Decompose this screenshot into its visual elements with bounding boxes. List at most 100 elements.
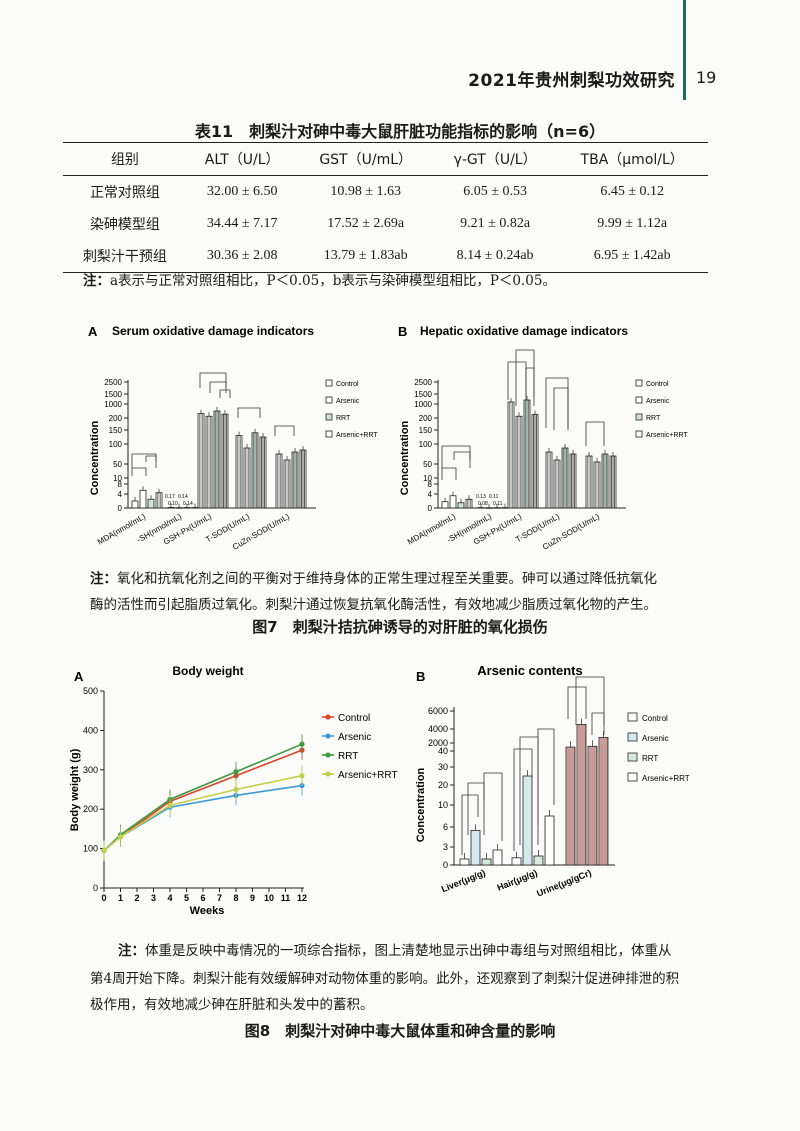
legend-swatch [627,752,638,762]
bar [511,857,522,866]
legend-swatch [325,430,333,438]
panel-letter: A [74,669,84,684]
running-header-title: 2021年贵州刺梨功效研究 [468,71,675,91]
bar [139,489,147,509]
legend-label: RRT [338,751,358,762]
bar [183,507,191,509]
figure7-caption: 图7 刺梨汁拮抗砷诱导的对肝脏的氧化损伤 [252,618,548,636]
y-tick-label: 6000 [428,706,448,716]
panel-letter: B [398,324,407,339]
bar [533,855,544,866]
y-tick-label: 0 [93,883,98,893]
legend-label: Arsenic [646,398,670,405]
data-label: 0.17 [165,494,175,500]
table-note: 注：a表示与正常对照组相比，P＜0.05，b表示与染砷模型组相比，P＜0.05。 [83,273,556,289]
x-tick-label: 3 [151,893,156,903]
table-header-cell: TBA（μmol/L） [556,142,708,176]
table-cell: 正常对照组 [89,185,160,201]
bar [493,507,501,509]
table-header-cell: γ-GT（U/L） [433,142,557,176]
table-row: 刺梨汁干预组 30.36 ± 2.08 13.79 ± 1.83ab 8.14 … [63,240,708,273]
figure7-panel-b: B Hepatic oxidative damage indicators Co… [398,324,688,550]
x-tick-label: 8 [233,893,238,903]
y-tick-label: 100 [109,440,123,449]
bar [459,858,470,866]
y-axis-label: Concentration [415,767,427,842]
bar [522,775,533,866]
bar [167,507,175,509]
figure8-panel-a: A Body weight Body weight (g) Weeks 0100… [69,664,398,917]
x-tick-label: 7 [217,893,222,903]
legend-label: Arsenic [642,734,669,743]
x-tick-label: Urine(μg/gCr) [535,868,593,899]
table-cell: 17.52 ± 2.69a [327,216,405,231]
y-tick-label: 1000 [414,400,432,409]
y-axis-label: Body weight (g) [69,748,81,831]
legend-marker [325,752,331,758]
y-tick-label: 4 [428,490,433,499]
legend-label: RRT [646,415,661,422]
bar [131,500,139,509]
y-tick-label: 6 [443,822,448,832]
legend-label: Arsenic [338,732,371,743]
y-tick-label: 20 [438,780,448,790]
table-title: 表11 刺梨汁对砷中毒大鼠肝脏功能指标的影响（n=6） [194,122,606,141]
table-cell: 9.99 ± 1.12a [597,216,668,231]
figure8-note-line3: 极作用，有效地减少砷在肝脏和头发中的蓄积。 [90,997,374,1013]
liver-function-table: 组别 ALT（U/L） GST（U/mL） γ-GT（U/L） TBA（μmol… [63,142,708,273]
table-cell: 6.45 ± 0.12 [600,184,665,199]
legend-swatch [627,732,638,742]
y-tick-label: 4 [118,490,123,499]
table-header-cell: ALT（U/L） [186,142,298,176]
data-label: 0.14 [183,501,193,507]
figure8-caption: 图8 刺梨汁对砷中毒大鼠体重和砷含量的影响 [244,1022,556,1040]
y-tick-label: 200 [83,804,98,814]
y-tick-label: 300 [83,765,98,775]
bar [485,507,493,509]
table-cell: 32.00 ± 6.50 [206,184,278,199]
data-point [299,741,305,747]
y-tick-label: 400 [83,725,98,735]
header-accent-line [683,0,686,100]
y-tick-label: 40 [438,746,448,756]
y-tick-label: 1500 [414,390,432,399]
y-tick-label: 500 [83,686,98,696]
legend-label: Arsenic+RRT [338,770,398,781]
x-tick-label: 12 [297,893,307,903]
y-tick-label: 200 [419,414,433,423]
y-tick-label: 150 [419,426,433,435]
y-tick-label: 0 [443,860,448,870]
series-line [103,784,303,852]
y-tick-label: 10 [423,474,432,483]
x-tick-label: 9 [250,893,255,903]
legend-label: Control [338,713,370,724]
x-tick-label: 6 [200,893,205,903]
legend-label: RRT [336,415,351,422]
y-tick-label: 1500 [104,390,122,399]
y-tick-label: 30 [438,762,448,772]
data-label: 0.11 [493,501,503,507]
legend-swatch [325,379,333,387]
bar [477,507,485,509]
y-tick-label: 4000 [428,724,448,734]
legend-label: Arsenic+RRT [642,774,690,783]
y-tick-label: 50 [423,460,432,469]
page-number: 19 [696,68,717,87]
legend-marker [325,714,331,720]
bar [470,829,481,866]
legend-label: Arsenic [336,398,360,405]
legend-swatch [627,772,638,782]
data-point [233,786,239,793]
y-tick-label: 50 [113,460,122,469]
data-point [299,773,305,779]
table-row: 染砷模型组 34.44 ± 7.17 17.52 ± 2.69a 9.21 ± … [63,208,708,240]
legend-swatch [635,379,643,387]
table-cell: 13.79 ± 1.83ab [297,240,434,273]
data-point [167,802,173,808]
y-axis-label: Concentration [89,420,101,495]
bar [481,858,492,866]
bar [147,498,155,509]
panel-letter: A [88,324,98,339]
y-tick-label: 2000 [428,738,448,748]
data-label: 0.08 [478,501,488,507]
